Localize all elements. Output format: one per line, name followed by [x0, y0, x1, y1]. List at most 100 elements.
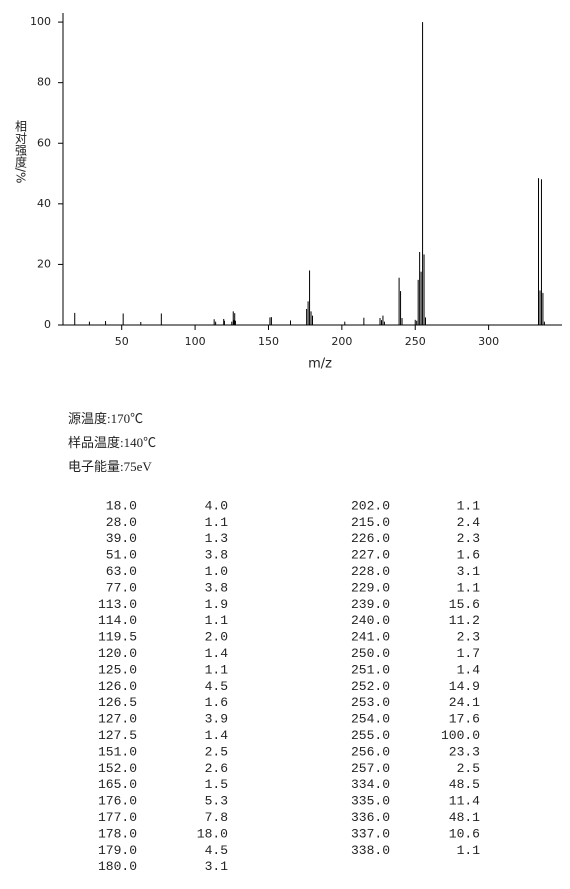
x-tick-label: 100 [185, 335, 206, 348]
mz: 39.0 [106, 531, 137, 546]
intensity: 4.5 [205, 843, 228, 858]
intensity: 2.3 [457, 630, 480, 645]
intensity: 3.8 [205, 580, 228, 595]
intensity: 10.6 [449, 826, 480, 841]
intensity: 1.5 [205, 777, 228, 792]
y-tick-label: 80 [37, 76, 51, 89]
mz: 127.0 [98, 712, 137, 727]
mz: 51.0 [106, 548, 137, 563]
intensity: 1.9 [205, 597, 228, 612]
mz: 336.0 [351, 810, 390, 825]
y-tick-label: 100 [30, 15, 51, 28]
mz: 257.0 [351, 761, 390, 776]
mz: 176.0 [98, 794, 137, 809]
x-tick-label: 200 [331, 335, 352, 348]
mz: 251.0 [351, 662, 390, 677]
info-line: 样品温度:140℃ [68, 435, 156, 450]
intensity: 2.5 [457, 761, 480, 776]
mz: 125.0 [98, 662, 137, 677]
intensity: 1.1 [457, 580, 481, 595]
mz: 119.5 [98, 630, 137, 645]
intensity: 18.0 [197, 826, 228, 841]
x-axis-label: m/z [308, 357, 332, 372]
intensity: 14.9 [449, 679, 480, 694]
intensity: 23.3 [449, 744, 480, 759]
intensity: 100.0 [441, 728, 480, 743]
intensity: 1.3 [205, 531, 228, 546]
intensity: 3.9 [205, 712, 228, 727]
intensity: 1.4 [205, 728, 229, 743]
mz: 255.0 [351, 728, 390, 743]
y-tick-label: 40 [37, 197, 51, 210]
info-line: 电子能量:75eV [68, 459, 152, 474]
intensity: 3.8 [205, 548, 228, 563]
mz: 28.0 [106, 515, 137, 530]
x-tick-label: 150 [258, 335, 279, 348]
y-tick-label: 60 [37, 136, 51, 149]
intensity: 15.6 [449, 597, 480, 612]
intensity: 2.5 [205, 744, 228, 759]
intensity: 3.1 [205, 859, 229, 874]
intensity: 7.8 [205, 810, 228, 825]
mz: 241.0 [351, 630, 390, 645]
mz: 114.0 [98, 613, 137, 628]
mz: 250.0 [351, 646, 390, 661]
mz: 178.0 [98, 826, 137, 841]
intensity: 1.1 [205, 515, 229, 530]
x-tick-label: 250 [405, 335, 426, 348]
intensity: 5.3 [205, 794, 228, 809]
mz: 226.0 [351, 531, 390, 546]
x-tick-label: 50 [115, 335, 129, 348]
mz: 63.0 [106, 564, 137, 579]
intensity: 2.4 [457, 515, 481, 530]
intensity: 24.1 [449, 695, 480, 710]
y-tick-label: 20 [37, 257, 51, 270]
mz: 240.0 [351, 613, 390, 628]
mz: 253.0 [351, 695, 390, 710]
mz: 215.0 [351, 515, 390, 530]
y-tick-label: 0 [44, 318, 51, 331]
intensity: 1.4 [205, 646, 229, 661]
mz: 126.0 [98, 679, 137, 694]
intensity: 1.6 [457, 548, 480, 563]
mz: 254.0 [351, 712, 390, 727]
intensity: 48.1 [449, 810, 480, 825]
mz: 120.0 [98, 646, 137, 661]
intensity: 2.6 [205, 761, 228, 776]
info-line: 源温度:170℃ [68, 411, 143, 426]
mz: 202.0 [351, 498, 390, 513]
intensity: 3.1 [457, 564, 481, 579]
mz: 127.5 [98, 728, 137, 743]
mz: 151.0 [98, 744, 137, 759]
mz: 239.0 [351, 597, 390, 612]
mz: 256.0 [351, 744, 390, 759]
mz: 113.0 [98, 597, 137, 612]
intensity: 1.4 [457, 662, 481, 677]
intensity: 2.3 [457, 531, 480, 546]
intensity: 17.6 [449, 712, 480, 727]
intensity: 1.0 [205, 564, 228, 579]
intensity: 4.5 [205, 679, 228, 694]
mz: 165.0 [98, 777, 137, 792]
intensity: 1.1 [205, 662, 229, 677]
mz: 335.0 [351, 794, 390, 809]
intensity: 1.1 [457, 843, 481, 858]
mz: 252.0 [351, 679, 390, 694]
mz: 227.0 [351, 548, 390, 563]
mz: 126.5 [98, 695, 137, 710]
mz: 77.0 [106, 580, 137, 595]
intensity: 4.0 [205, 498, 228, 513]
mz: 334.0 [351, 777, 390, 792]
intensity: 1.1 [205, 613, 229, 628]
x-tick-label: 300 [478, 335, 499, 348]
mz: 228.0 [351, 564, 390, 579]
intensity: 48.5 [449, 777, 480, 792]
intensity: 2.0 [205, 630, 228, 645]
intensity: 11.2 [449, 613, 480, 628]
intensity: 11.4 [449, 794, 480, 809]
mz: 337.0 [351, 826, 390, 841]
mz: 177.0 [98, 810, 137, 825]
mz: 180.0 [98, 859, 137, 874]
mz: 152.0 [98, 761, 137, 776]
